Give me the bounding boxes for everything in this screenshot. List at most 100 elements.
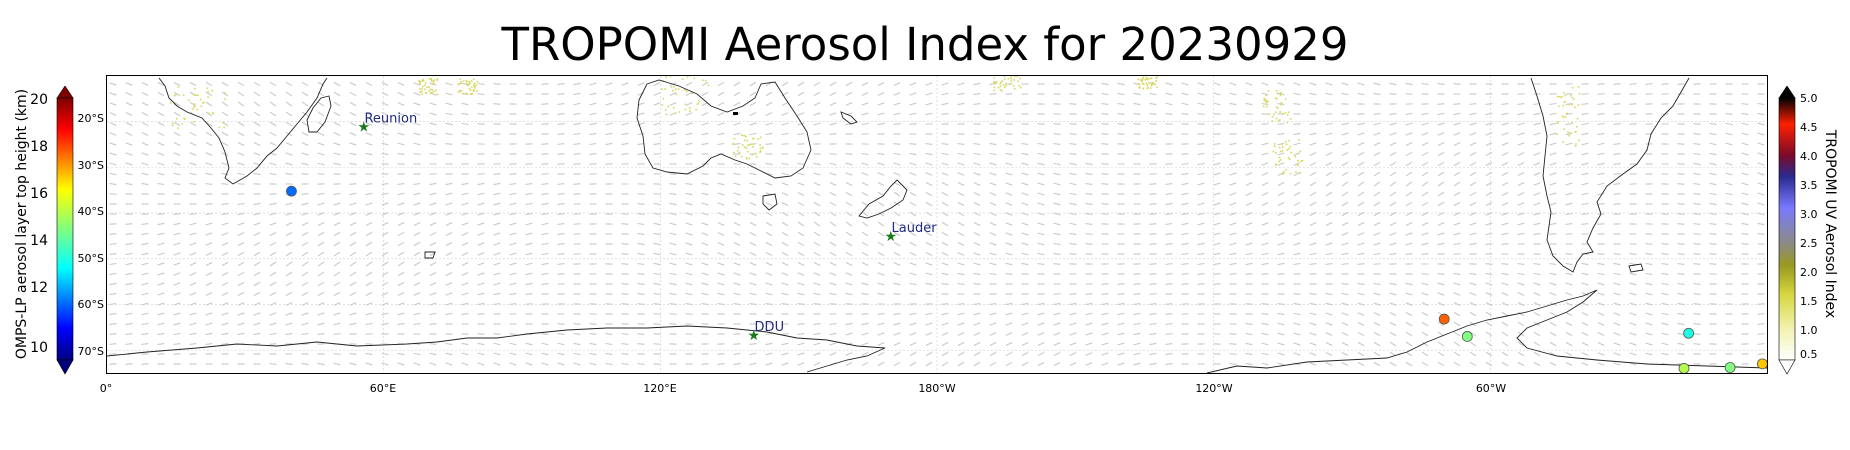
wind-arrow: [365, 322, 373, 326]
wind-arrow: [301, 91, 309, 97]
wind-arrow: [1229, 113, 1237, 115]
wind-arrow: [1181, 202, 1189, 206]
wind-arrow: [205, 81, 213, 87]
map-canvas[interactable]: ★Reunion★Lauder★DDU: [107, 76, 1767, 373]
wind-arrow: [1597, 282, 1605, 286]
wind-arrow: [301, 202, 309, 206]
wind-arrow: [1117, 312, 1125, 316]
wind-arrow: [1021, 162, 1029, 166]
wind-arrow: [973, 152, 981, 156]
wind-arrow: [637, 272, 645, 276]
wind-arrow: [1069, 312, 1077, 316]
wind-arrow: [1613, 133, 1621, 135]
wind-arrow: [845, 361, 853, 367]
wind-arrow: [1469, 301, 1477, 307]
aerosol-pixel: [1268, 113, 1271, 115]
wind-arrow: [1069, 322, 1077, 326]
wind-arrow: [1085, 332, 1093, 336]
wind-arrow: [1709, 142, 1717, 146]
aerosol-pixel: [1557, 121, 1559, 123]
wind-arrow: [973, 92, 981, 96]
wind-arrow: [301, 81, 309, 87]
wind-arrow: [1613, 352, 1621, 356]
aerosol-pixel: [1284, 112, 1287, 114]
aerosol-pixel: [1276, 98, 1278, 100]
wind-arrow: [1101, 123, 1109, 125]
wind-arrow: [557, 223, 565, 225]
wind-arrow: [829, 201, 837, 207]
aerosol-pixel: [193, 120, 195, 123]
wind-arrow: [365, 183, 373, 185]
wind-arrow: [653, 222, 661, 226]
wind-arrow: [1661, 282, 1669, 286]
wind-arrow: [125, 102, 133, 106]
wind-arrow: [813, 182, 821, 186]
wind-arrow: [813, 81, 821, 87]
wind-arrow: [1629, 292, 1637, 296]
wind-arrow: [397, 231, 405, 237]
aerosol-pixel: [1568, 134, 1571, 137]
wind-arrow: [909, 251, 917, 257]
wind-arrow: [1485, 341, 1493, 347]
wind-arrow: [781, 201, 789, 207]
wind-arrow: [893, 332, 901, 336]
wind-arrow: [1453, 272, 1461, 276]
wind-arrow: [1261, 252, 1269, 256]
aerosol-pixel: [1556, 122, 1559, 124]
wind-arrow: [1165, 363, 1173, 365]
wind-arrow: [1437, 122, 1445, 126]
wind-arrow: [845, 133, 853, 135]
wind-arrow: [1517, 212, 1525, 216]
wind-arrow: [1405, 191, 1413, 197]
wind-arrow: [1037, 172, 1045, 176]
wind-arrow: [637, 262, 645, 266]
wind-arrow: [557, 113, 565, 115]
wind-arrow: [1165, 303, 1173, 305]
wind-arrow: [1149, 233, 1157, 235]
aerosol-pixel: [1155, 77, 1157, 80]
wind-arrow: [925, 92, 933, 96]
omps-point: [1683, 327, 1695, 339]
aerosol-pixel: [743, 146, 746, 148]
wind-arrow: [461, 222, 469, 226]
aerosol-pixel: [428, 86, 430, 88]
wind-arrow: [381, 271, 389, 277]
omps-point: [1461, 331, 1473, 342]
wind-arrow: [733, 202, 741, 206]
wind-arrow: [157, 152, 165, 156]
map-panel[interactable]: ★ Reunion ★ Lauder ★ DDU: [106, 75, 1768, 374]
wind-arrow: [589, 82, 597, 86]
wind-arrow: [1725, 212, 1733, 216]
wind-arrow: [365, 302, 373, 306]
wind-arrow: [797, 241, 805, 247]
wind-arrow: [989, 341, 997, 347]
wind-arrow: [1453, 181, 1461, 187]
wind-arrow: [1757, 343, 1765, 345]
aerosol-pixel: [173, 94, 176, 97]
wind-arrow: [1133, 102, 1141, 106]
aerosol-pixel: [999, 83, 1001, 85]
wind-arrow: [1405, 242, 1413, 246]
wind-arrow: [1149, 92, 1157, 96]
wind-arrow: [477, 113, 485, 115]
wind-arrow: [269, 302, 277, 306]
aerosol-pixel: [1013, 79, 1015, 81]
wind-arrow: [1469, 161, 1477, 167]
aerosol-pixel: [1147, 78, 1149, 80]
wind-arrow: [573, 122, 581, 126]
wind-arrow: [1101, 173, 1109, 175]
wind-arrow: [1037, 263, 1045, 265]
wind-arrow: [1005, 351, 1013, 357]
aerosol-pixel: [751, 153, 753, 156]
wind-arrow: [1709, 202, 1717, 206]
wind-arrow: [1725, 132, 1733, 136]
wind-arrow: [749, 241, 757, 247]
wind-arrow: [669, 292, 677, 296]
wind-arrow: [157, 292, 165, 296]
aerosol-pixel: [1001, 80, 1004, 82]
wind-arrow: [941, 283, 949, 285]
wind-arrow: [397, 261, 405, 267]
wind-arrow: [973, 211, 981, 217]
wind-arrow: [1197, 283, 1205, 285]
aerosol-pixel: [470, 92, 473, 95]
